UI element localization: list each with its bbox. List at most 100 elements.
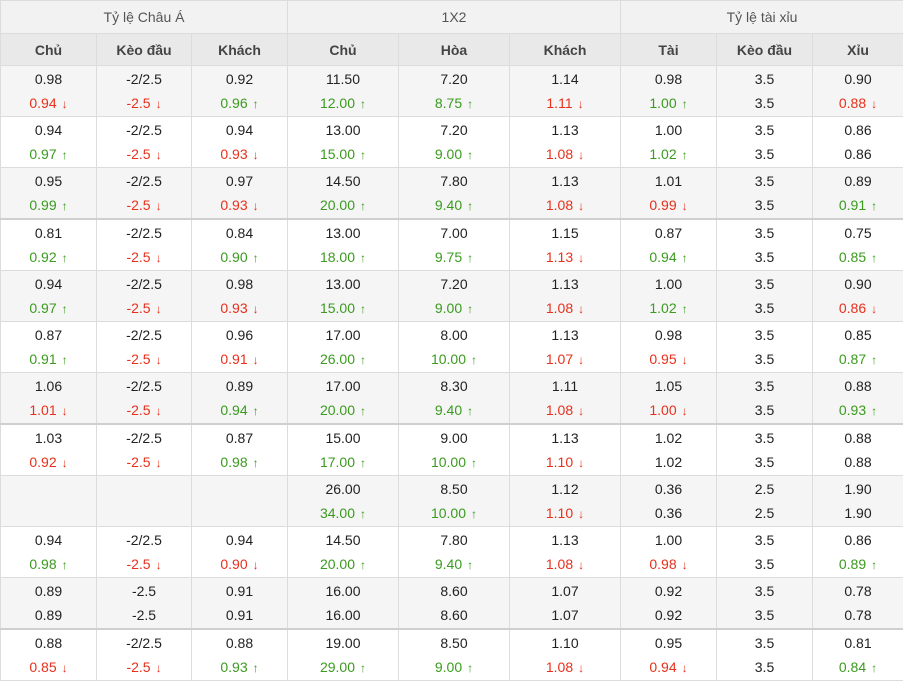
opening-odds: 1.90 xyxy=(813,477,903,501)
opening-odds: 15.00 xyxy=(288,426,398,450)
opening-odds: 1.13 xyxy=(510,528,620,552)
opening-odds: 8.50 xyxy=(399,631,509,655)
current-odds-rising: 15.00 xyxy=(288,296,398,320)
opening-odds: 1.03 xyxy=(1,426,96,450)
opening-odds: 0.86 xyxy=(813,528,903,552)
opening-odds: 0.90 xyxy=(813,272,903,296)
cell-home xyxy=(1,476,97,527)
col-1x2-draw: Hòa xyxy=(399,34,510,66)
opening-odds xyxy=(97,477,191,501)
opening-odds: 7.00 xyxy=(399,221,509,245)
opening-odds: 9.00 xyxy=(399,426,509,450)
opening-odds: 0.95 xyxy=(621,631,716,655)
opening-odds: 1.11 xyxy=(510,374,620,398)
col-under: Xỉu xyxy=(813,34,903,66)
opening-odds: 0.92 xyxy=(621,579,716,603)
current-odds-rising: 34.00 xyxy=(288,501,398,525)
current-odds: 16.00 xyxy=(288,603,398,627)
opening-odds: 0.87 xyxy=(621,221,716,245)
opening-odds: 3.5 xyxy=(717,221,812,245)
opening-odds: 3.5 xyxy=(717,426,812,450)
current-odds-falling: 1.10 xyxy=(510,450,620,474)
opening-odds: 3.5 xyxy=(717,272,812,296)
opening-odds: 7.80 xyxy=(399,169,509,193)
current-odds-falling: 0.85 xyxy=(1,655,96,679)
current-odds: 3.5 xyxy=(717,655,812,679)
opening-odds: -2/2.5 xyxy=(97,374,191,398)
current-odds-falling: 0.86 xyxy=(813,296,903,320)
current-odds-rising: 0.98 xyxy=(1,552,96,576)
opening-odds: 8.60 xyxy=(399,579,509,603)
opening-odds: 0.88 xyxy=(1,631,96,655)
table-row: 0.980.94-2/2.5-2.50.920.9611.5012.007.20… xyxy=(1,66,903,117)
opening-odds: 1.01 xyxy=(621,169,716,193)
current-odds: 3.5 xyxy=(717,91,812,115)
current-odds-falling: -2.5 xyxy=(97,193,191,217)
opening-odds: 0.78 xyxy=(813,579,903,603)
opening-odds: 3.5 xyxy=(717,67,812,91)
opening-odds: 0.85 xyxy=(813,323,903,347)
opening-odds: 0.94 xyxy=(1,528,96,552)
opening-odds: 0.98 xyxy=(621,67,716,91)
current-odds-falling: 1.01 xyxy=(1,398,96,422)
opening-odds: 1.07 xyxy=(510,579,620,603)
table-row: 0.940.97-2/2.5-2.50.940.9313.0015.007.20… xyxy=(1,117,903,168)
current-odds-rising: 10.00 xyxy=(399,501,509,525)
current-odds-rising: 0.90 xyxy=(192,245,287,269)
current-odds-rising: 29.00 xyxy=(288,655,398,679)
current-odds-rising: 17.00 xyxy=(288,450,398,474)
opening-odds: 3.5 xyxy=(717,118,812,142)
current-odds-falling: -2.5 xyxy=(97,398,191,422)
col-handicap: Kèo đầu xyxy=(97,34,192,66)
opening-odds: 1.15 xyxy=(510,221,620,245)
group-asian-handicap: Tỷ lệ Châu Á xyxy=(1,1,288,34)
current-odds: 3.5 xyxy=(717,347,812,371)
odds-body: 0.980.94-2/2.5-2.50.920.9611.5012.007.20… xyxy=(1,66,903,681)
current-odds-rising: 0.89 xyxy=(813,552,903,576)
current-odds-rising: 9.40 xyxy=(399,552,509,576)
opening-odds: 13.00 xyxy=(288,221,398,245)
opening-odds: 0.90 xyxy=(813,67,903,91)
current-odds-rising: 26.00 xyxy=(288,347,398,371)
current-odds-falling: 0.92 xyxy=(1,450,96,474)
opening-odds: 16.00 xyxy=(288,579,398,603)
opening-odds: 17.00 xyxy=(288,374,398,398)
current-odds: 0.78 xyxy=(813,603,903,627)
current-odds-falling: -2.5 xyxy=(97,245,191,269)
current-odds-falling: 1.07 xyxy=(510,347,620,371)
current-odds: 8.60 xyxy=(399,603,509,627)
current-odds-rising: 0.98 xyxy=(192,450,287,474)
